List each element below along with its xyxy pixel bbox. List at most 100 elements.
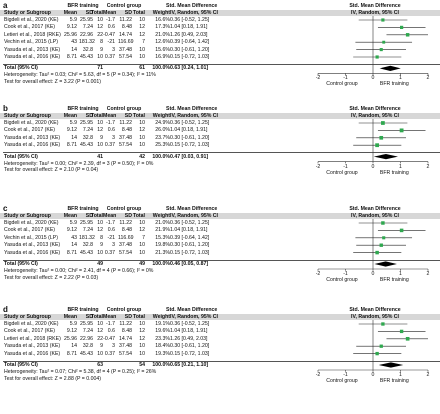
sd-header: SD [124, 213, 132, 219]
column-header-band [0, 314, 440, 320]
favours-left-label: Control group [326, 277, 358, 283]
weight-value: 26.0% [155, 127, 170, 134]
exp-sd: 32.8 [82, 242, 93, 249]
forest-plot-area [317, 16, 429, 76]
smd-ci-value: 0.39 [-0.64, 1.42] [170, 234, 210, 241]
forest-header-sub: IV, Random, 95% CI [351, 314, 399, 320]
ctl-group-header: Control group [106, 106, 142, 112]
smd-ci-value: 1.04 [0.18, 1.91] [170, 227, 208, 234]
ctl-total: 10 [139, 54, 145, 60]
weight-value: 19.8% [155, 242, 170, 249]
smd-header-sub: IV, Random, 95% CI [170, 213, 218, 219]
study-point [375, 143, 380, 148]
ctl-sd: 11.22 [119, 120, 132, 126]
ctl-total: 7 [142, 39, 145, 46]
study-name: Yasuda et al., 2013 (KE) [4, 134, 61, 141]
exp-mean: 5.9 [69, 321, 77, 327]
ctl-sd: 11.22 [119, 321, 132, 327]
ctl-mean: 0.37 [104, 249, 115, 256]
total-rule [3, 63, 440, 65]
exp-mean: 5.9 [69, 220, 77, 226]
weight-value: 23.3% [155, 335, 170, 342]
x-tick-label: -2 [315, 271, 321, 277]
exp-mean: 8.71 [66, 249, 77, 256]
total-label: Total (95% CI) [4, 261, 38, 267]
overall-effect-text: Test for overall effect: Z = 2.10 (P = 0… [4, 167, 99, 174]
mean-header: Mean [103, 314, 117, 320]
ctl-total: 12 [139, 31, 145, 38]
favours-right-label: BFR training [379, 378, 409, 384]
study-name: Cook et al., 2017 (KE) [4, 328, 56, 335]
ctl-mean: 3 [112, 242, 115, 249]
ctl-sd: 37.48 [119, 46, 132, 53]
x-tick-label: 0 [371, 75, 375, 82]
column-header-band [0, 10, 440, 16]
exp-total: 8 [100, 234, 103, 241]
sd-header: SD [124, 113, 132, 119]
study-point [381, 322, 385, 326]
ctl-mean: -0.47 [103, 335, 115, 342]
smd-ci-value: 0.15 [-0.72, 1.03] [170, 249, 210, 256]
study-name: Bigdeli et al., 2020 (KE) [4, 321, 59, 327]
ctl-sd: 57.54 [119, 54, 132, 60]
exp-total: 12 [97, 127, 103, 134]
ctl-mean: 0.6 [107, 127, 115, 134]
smd-header-sub: IV, Random, 95% CI [170, 113, 218, 119]
smd-ci-value: 0.36 [-0.52, 1.25] [170, 321, 210, 327]
total-header: Total [90, 314, 103, 320]
exp-total: 9 [100, 343, 103, 350]
exp-mean: 14 [71, 343, 77, 350]
exp-total: 22 [97, 31, 103, 38]
exp-total: 10 [97, 54, 103, 60]
study-name: Yasuda et al., 2016 (KE) [4, 249, 61, 256]
ctl-sd: 14.74 [119, 31, 132, 38]
exp-mean: 5.9 [69, 120, 77, 126]
exp-mean: 9.12 [66, 24, 77, 31]
total-rule [3, 360, 440, 362]
exp-sd: 25.95 [80, 321, 93, 327]
x-tick-label: -2 [315, 372, 321, 378]
smd-header-sub: IV, Random, 95% CI [170, 314, 218, 320]
exp-sd: 45.43 [80, 249, 93, 256]
x-tick-label: 1 [399, 75, 402, 82]
exp-sd: 181.32 [79, 234, 95, 241]
exp-sd: 25.95 [80, 220, 93, 226]
exp-total: 10 [97, 142, 103, 149]
exp-total: 8 [100, 39, 103, 46]
ctl-mean: 0.6 [107, 24, 115, 31]
study-point [379, 135, 384, 140]
exp-total: 12 [97, 328, 103, 335]
weight-value: 25.3% [155, 142, 170, 149]
exp-mean: 14 [71, 46, 77, 53]
total-weight: 100.0% [152, 261, 170, 267]
study-name: Letieri et al., 2018 (RKE) [4, 31, 61, 38]
ctl-total: 10 [139, 242, 145, 249]
total-ci: 0.47 [0.03, 0.91] [170, 153, 209, 160]
x-tick-label: -2 [315, 75, 321, 82]
exp-sd: 32.8 [82, 134, 93, 141]
ctl-group-header: Control group [106, 206, 142, 212]
x-tick-label: -1 [343, 271, 348, 277]
exp-sd: 45.43 [80, 142, 93, 149]
exp-total: 10 [97, 120, 103, 126]
ctl-sd: 37.48 [119, 134, 132, 141]
x-tick-label: 0 [371, 271, 375, 277]
study-name: Cook et al., 2017 (KE) [4, 127, 56, 134]
ctl-mean: -1.7 [106, 220, 115, 226]
ctl-total: 10 [139, 220, 145, 226]
weight-header: Weight [152, 113, 170, 119]
x-tick-label: 2 [426, 372, 430, 378]
study-point [399, 329, 404, 334]
smd-ci-value: 1.04 [0.18, 1.91] [170, 127, 208, 134]
x-tick-label: -1 [343, 163, 348, 170]
mean-header: Mean [63, 10, 77, 16]
exp-mean: 5.9 [69, 17, 77, 23]
smd-header-title: Std. Mean Difference [166, 3, 218, 9]
x-tick-label: 1 [399, 163, 402, 170]
favours-left-label: Control group [326, 169, 358, 176]
ctl-sd: 8.48 [121, 227, 132, 234]
ctl-total: 10 [139, 343, 145, 350]
study-point [375, 250, 379, 255]
weight-header: Weight [152, 314, 170, 320]
total-label: Total (95% CI) [4, 65, 38, 72]
